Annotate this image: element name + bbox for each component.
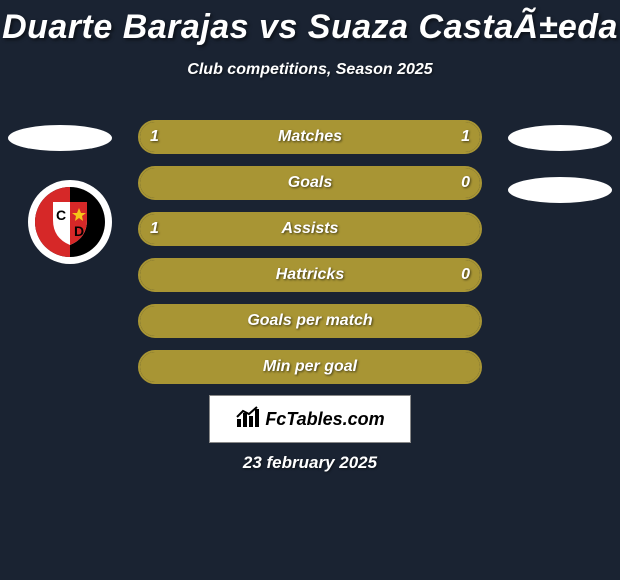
stat-label: Min per goal [138, 358, 482, 376]
stats-bars: Matches11Goals0Assists1Hattricks0Goals p… [138, 120, 482, 396]
date-text: 23 february 2025 [0, 453, 620, 473]
stat-value-left: 1 [150, 220, 159, 238]
club-shield-icon: C D [28, 180, 112, 264]
stat-label: Goals per match [138, 312, 482, 330]
stat-label: Goals [138, 174, 482, 192]
page-title: Duarte Barajas vs Suaza CastaÃ±eda [0, 0, 620, 47]
club-badge-right-placeholder [508, 177, 612, 203]
stat-label: Hattricks [138, 266, 482, 284]
player-left-avatar [8, 125, 112, 151]
avatar-placeholder-icon [8, 125, 112, 151]
stat-row: Min per goal [138, 350, 482, 384]
subtitle: Club competitions, Season 2025 [0, 61, 620, 79]
stat-label: Matches [138, 128, 482, 146]
svg-text:D: D [74, 223, 84, 239]
stat-value-right: 1 [461, 128, 470, 146]
stat-row: Hattricks0 [138, 258, 482, 292]
stat-value-right: 0 [461, 174, 470, 192]
avatar-placeholder-icon [508, 125, 612, 151]
stat-row: Assists1 [138, 212, 482, 246]
stat-label: Assists [138, 220, 482, 238]
stat-value-right: 0 [461, 266, 470, 284]
stat-row: Goals per match [138, 304, 482, 338]
svg-text:C: C [56, 207, 66, 223]
stat-value-left: 1 [150, 128, 159, 146]
player-right-avatar [508, 125, 612, 151]
brand-text: FcTables.com [265, 409, 384, 430]
brand-chart-icon [235, 405, 261, 434]
stat-row: Matches1 1 [138, 120, 482, 154]
brand-box: FcTables.com [209, 395, 411, 443]
club-badge-left: C D [28, 180, 112, 264]
stat-row: Goals0 [138, 166, 482, 200]
